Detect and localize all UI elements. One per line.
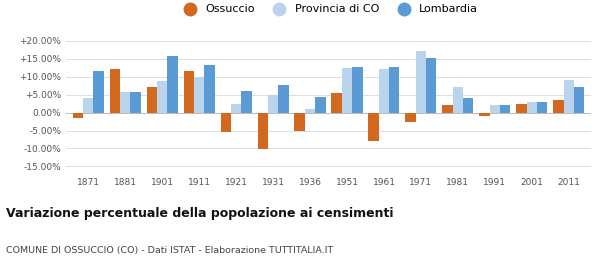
Bar [426,58,436,113]
Bar [278,85,289,113]
Bar [406,113,416,122]
Bar [305,109,315,113]
Bar [120,92,130,113]
Bar [453,87,463,113]
Bar [194,77,204,113]
Bar [331,93,342,113]
Bar [517,104,527,113]
Text: Variazione percentuale della popolazione ai censimenti: Variazione percentuale della popolazione… [6,207,394,220]
Bar [73,113,83,118]
Bar [352,67,362,113]
Bar [184,71,194,113]
Bar [342,68,352,113]
Bar [257,113,268,149]
Bar [537,102,547,113]
Bar [490,105,500,113]
Bar [479,113,490,116]
Bar [157,81,167,113]
Bar [94,71,104,113]
Bar [416,51,426,113]
Bar [463,98,473,113]
Bar [221,113,231,132]
Bar [553,100,563,113]
Bar [83,98,94,113]
Bar [563,80,574,113]
Bar [379,69,389,113]
Bar [130,92,140,113]
Bar [389,67,400,113]
Bar [368,113,379,141]
Bar [204,65,215,113]
Bar [500,105,511,113]
Bar [268,95,278,113]
Bar [574,87,584,113]
Bar [315,97,326,113]
Text: COMUNE DI OSSUCCIO (CO) - Dati ISTAT - Elaborazione TUTTITALIA.IT: COMUNE DI OSSUCCIO (CO) - Dati ISTAT - E… [6,246,333,255]
Bar [527,102,537,113]
Bar [167,56,178,113]
Bar [442,105,453,113]
Bar [146,87,157,113]
Bar [231,104,241,113]
Bar [241,91,251,113]
Bar [110,69,120,113]
Legend: Ossuccio, Provincia di CO, Lombardia: Ossuccio, Provincia di CO, Lombardia [174,0,483,19]
Bar [295,113,305,130]
